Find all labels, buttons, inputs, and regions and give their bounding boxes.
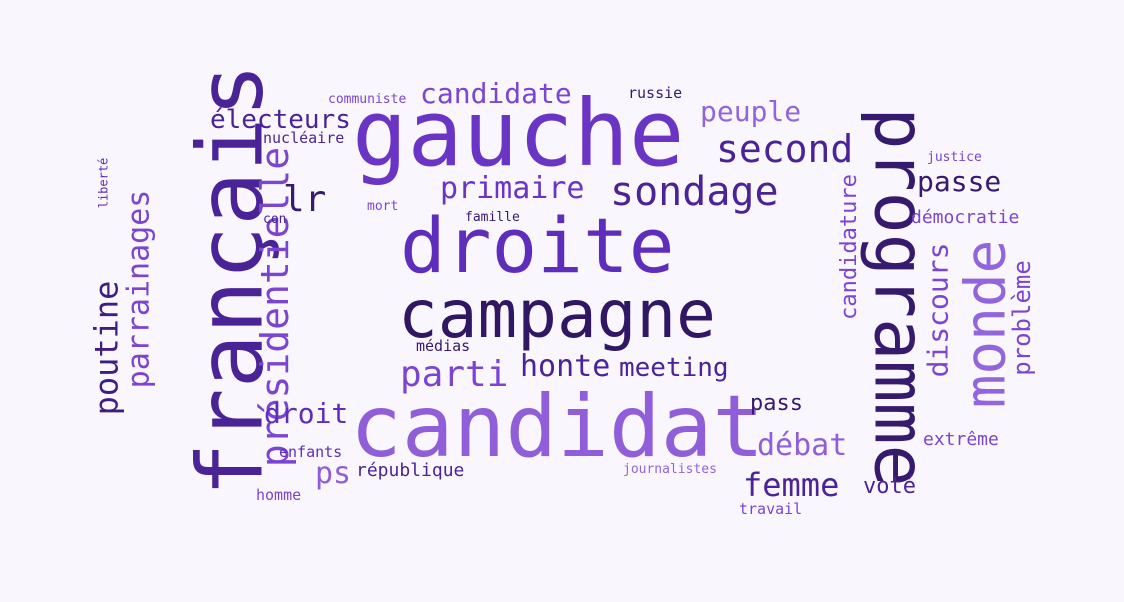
word-gauche: gauche	[352, 80, 685, 187]
word-mort: mort	[367, 199, 399, 214]
word-meeting: meeting	[619, 353, 729, 383]
word-journalistes: journalistes	[623, 462, 717, 477]
word-democratie: démocratie	[911, 207, 1020, 228]
word-peuple: peuple	[700, 95, 802, 128]
word-passe: passe	[917, 165, 1002, 198]
word-pass: pass	[750, 391, 803, 416]
word-primaire: primaire	[440, 171, 585, 206]
word-candidature: candidature	[836, 174, 862, 320]
word-famille: famille	[465, 210, 520, 225]
word-candidat: candidat	[350, 377, 765, 477]
word-droite: droite	[400, 201, 675, 290]
word-enfants: enfants	[279, 443, 343, 461]
word-monde: monde	[953, 239, 1019, 409]
word-travail: travail	[739, 500, 803, 518]
word-sondage: sondage	[610, 169, 779, 215]
word-parti: parti	[400, 354, 509, 395]
word-femme: femme	[743, 466, 840, 504]
word-electeurs: électeurs	[210, 105, 351, 135]
word-second: second	[716, 127, 854, 171]
word-nucleaire: nucléaire	[263, 129, 345, 147]
word-liberte: liberté	[96, 157, 111, 209]
word-homme: homme	[256, 486, 302, 504]
word-republique: république	[356, 460, 465, 481]
word-droit: droit	[264, 397, 349, 430]
word-lr: lr	[283, 179, 327, 220]
word-ps: ps	[315, 456, 352, 491]
word-extreme: extrême	[923, 429, 999, 450]
word-campagne: campagne	[398, 276, 716, 353]
word-vote: voté	[863, 474, 916, 499]
word-debat: débat	[757, 428, 848, 463]
word-communiste: communiste	[328, 92, 407, 107]
word-probleme: problème	[1007, 260, 1036, 376]
word-candidate: candidate	[420, 77, 572, 110]
word-justice: justice	[927, 150, 982, 165]
word-parrainages: parrainages	[121, 189, 157, 389]
word-discours: discours	[921, 242, 955, 378]
word-con: con	[263, 212, 287, 227]
word-medias: médias	[416, 337, 471, 355]
word-russie: russie	[628, 84, 683, 102]
word-honte: honte	[520, 349, 611, 384]
word-poutine: poutine	[87, 280, 126, 416]
